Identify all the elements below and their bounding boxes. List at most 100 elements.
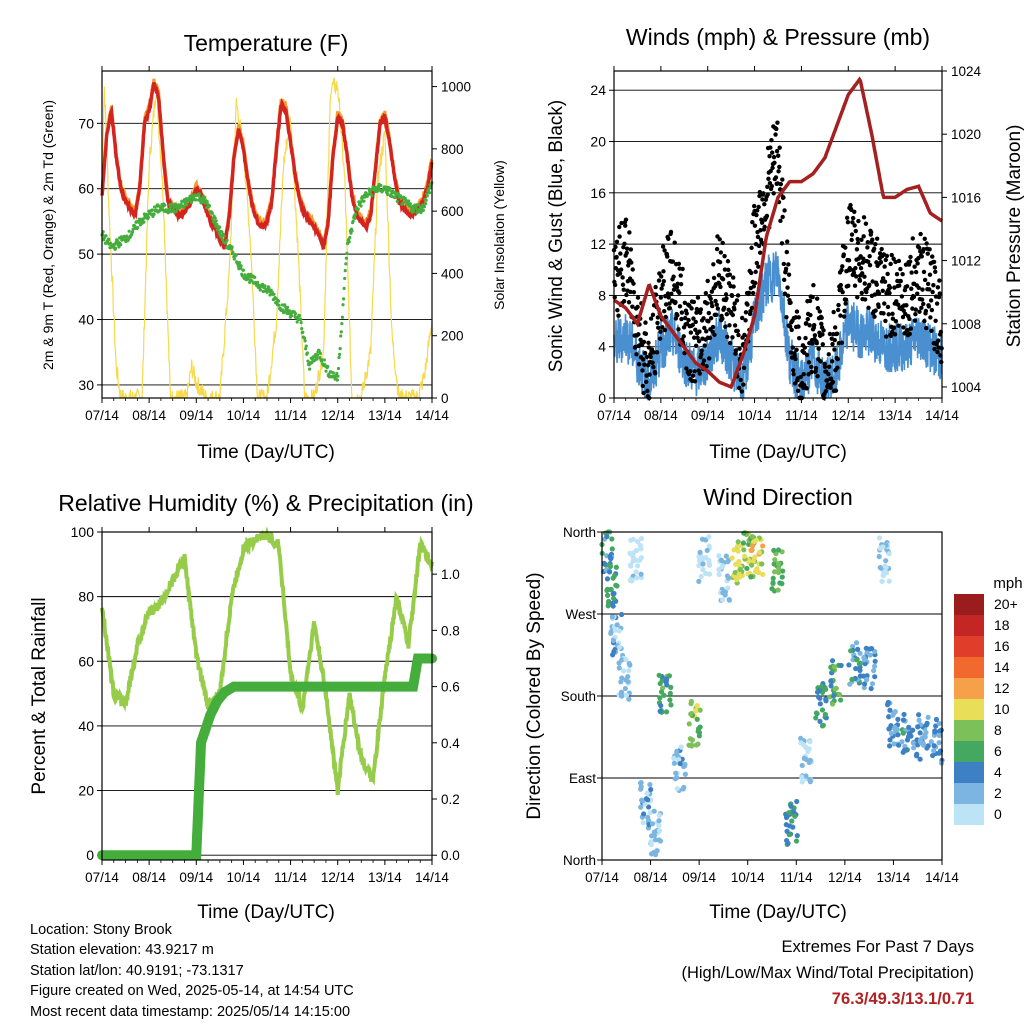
gust-point [723, 292, 729, 297]
td-point [339, 334, 343, 338]
direction-point [857, 650, 863, 656]
gust-point [725, 259, 731, 264]
direction-point [933, 716, 940, 723]
gust-point [666, 295, 671, 300]
td-point [276, 299, 281, 303]
gust-point [710, 324, 716, 330]
direction-point [760, 571, 766, 578]
y2-tick-label: 600 [441, 204, 464, 219]
gust-point [640, 368, 645, 373]
gust-point [718, 284, 723, 290]
gust-point [818, 359, 823, 364]
direction-point [896, 742, 902, 748]
gust-point [662, 309, 667, 314]
gust-point [627, 230, 632, 235]
direction-point [876, 553, 882, 560]
gust-point [833, 388, 839, 393]
direction-point [880, 572, 886, 579]
gust-point [711, 275, 717, 281]
y-tick-label: 20 [78, 783, 94, 799]
td-point [239, 264, 243, 268]
direction-point [854, 657, 860, 663]
legend-swatch [954, 594, 984, 615]
direction-point [674, 786, 680, 792]
gust-point [858, 265, 864, 271]
gust-point [883, 334, 889, 339]
gust-point [718, 250, 724, 255]
td-point [412, 209, 416, 213]
gust-point [708, 315, 714, 321]
direction-point [644, 790, 650, 796]
direction-point [656, 812, 663, 818]
gust-point [880, 276, 886, 281]
td-point [253, 275, 257, 279]
direction-point [775, 569, 782, 576]
gust-point [918, 231, 923, 237]
direction-point [829, 701, 836, 707]
gust-point [737, 346, 742, 351]
recent-timestamp: Most recent data timestamp: 2025/05/14 1… [30, 1003, 351, 1020]
td-point [306, 359, 310, 363]
direction-point [751, 539, 757, 545]
gust-point [935, 285, 941, 290]
gust-point [735, 328, 740, 334]
td-point [423, 202, 428, 206]
gust-point [668, 229, 674, 235]
direction-point [775, 587, 781, 593]
td-point [265, 290, 269, 294]
td-point [230, 245, 234, 249]
td-point [383, 185, 388, 189]
y-tick-label: 20 [590, 134, 606, 150]
direction-point [638, 555, 644, 561]
gust-point [819, 315, 824, 321]
td-point [136, 225, 140, 230]
gust-point [897, 283, 902, 288]
gust-point [646, 340, 651, 345]
gust-point [701, 316, 706, 321]
gust-point [751, 284, 757, 289]
gust-point [855, 236, 860, 242]
direction-point [823, 686, 829, 692]
direction-title: Wind Direction [703, 484, 853, 510]
y2-tick-label: 1000 [441, 80, 471, 95]
gust-point [862, 274, 867, 279]
td-point [424, 198, 428, 202]
temperature-ylabel-left: 2m & 9m T (Red, Orange) & 2m Td (Green) [40, 100, 56, 370]
plot-border [601, 531, 943, 861]
td-point [255, 280, 260, 284]
gust-point [731, 275, 736, 280]
gust-point [879, 246, 884, 252]
gust-point [676, 261, 682, 266]
direction-point [869, 681, 876, 687]
direction-point [656, 823, 662, 829]
direction-point [892, 727, 899, 733]
direction-point [849, 676, 855, 682]
direction-point [855, 646, 861, 652]
gust-point [667, 301, 672, 306]
td-point [303, 339, 307, 343]
figure-created: Figure created on Wed, 2025-05-14, at 14… [30, 983, 354, 1000]
direction-point [895, 716, 901, 722]
gust-point [659, 286, 664, 291]
td-point [324, 369, 328, 373]
gust-point [859, 290, 864, 296]
gust-point [781, 195, 786, 200]
gust-point [677, 290, 682, 295]
gust-point [617, 271, 623, 276]
direction-point [610, 637, 617, 644]
precip-series [97, 653, 437, 861]
y-tick-label: West [565, 607, 596, 622]
gust-point [850, 220, 855, 225]
gust-point [617, 224, 622, 230]
gust-point [666, 236, 671, 242]
direction-point [724, 573, 730, 579]
gust-point [648, 316, 654, 321]
gust-point [687, 368, 693, 374]
gust-point [751, 203, 757, 209]
gust-point [662, 248, 667, 253]
direction-point [748, 574, 754, 580]
gust-point [878, 260, 884, 265]
gust-point [854, 247, 860, 252]
direction-point [663, 676, 669, 682]
gust-point [777, 164, 782, 170]
